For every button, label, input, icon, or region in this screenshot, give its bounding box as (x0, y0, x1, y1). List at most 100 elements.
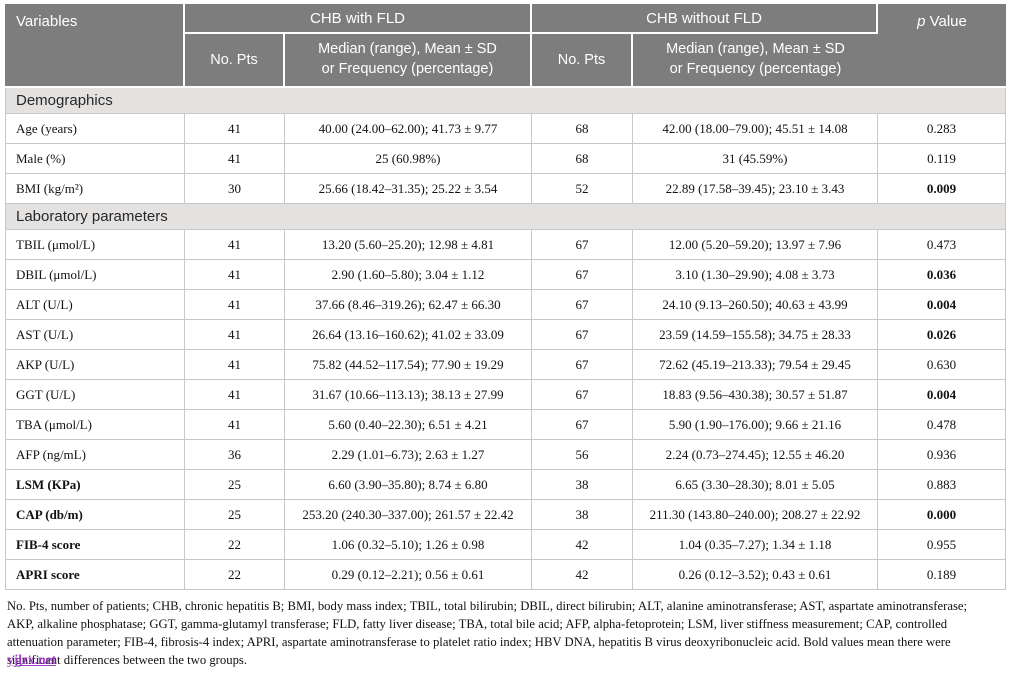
median-fld-cell: 2.29 (1.01–6.73); 2.63 ± 1.27 (285, 440, 532, 470)
variables-column-header: Variables (5, 4, 185, 88)
no-pts-nofld-cell: 67 (532, 260, 633, 290)
no-pts-nofld-cell: 68 (532, 144, 633, 174)
median-nofld-cell: 12.00 (5.20–59.20); 13.97 ± 7.96 (633, 230, 878, 260)
table-row: Age (years) 41 40.00 (24.00–62.00); 41.73 … (5, 114, 1006, 144)
median-nofld-cell: 22.89 (17.58–39.45); 23.10 ± 3.43 (633, 174, 878, 204)
footnote-last-line: significant differences between the two … (7, 651, 1004, 669)
section-row: Demographics (5, 88, 1006, 114)
no-pts-nofld-cell: 52 (532, 174, 633, 204)
median-fld-cell: 75.82 (44.52–117.54); 77.90 ± 19.29 (285, 350, 532, 380)
p-value-cell: 0.189 (878, 560, 1006, 590)
no-pts-nofld-cell: 67 (532, 380, 633, 410)
median-header-line1: Median (range), Mean ± SD (666, 41, 845, 58)
variable-label: CAP (db/m) (5, 500, 185, 530)
p-value-cell: 0.119 (878, 144, 1006, 174)
p-value-cell: 0.478 (878, 410, 1006, 440)
comparison-table: Variables CHB with FLD CHB without FLD p… (5, 4, 1006, 590)
median-nofld-cell: 18.83 (9.56–430.38); 30.57 ± 51.87 (633, 380, 878, 410)
no-pts-fld-cell: 41 (185, 380, 285, 410)
variable-label: Age (years) (5, 114, 185, 144)
median-nofld-cell: 42.00 (18.00–79.00); 45.51 ± 14.08 (633, 114, 878, 144)
median-fld-cell: 25.66 (18.42–31.35); 25.22 ± 3.54 (285, 174, 532, 204)
no-pts-nofld-cell: 68 (532, 114, 633, 144)
section-label: Laboratory parameters (5, 204, 1006, 230)
no-pts-fld-cell: 30 (185, 174, 285, 204)
table-row: AFP (ng/mL) 36 2.29 (1.01–6.73); 2.63 ± 1.… (5, 440, 1006, 470)
p-value-cell: 0.004 (878, 290, 1006, 320)
table-footnote: No. Pts, number of patients; CHB, chroni… (7, 597, 1004, 669)
p-value-cell: 0.004 (878, 380, 1006, 410)
no-pts-fld-cell: 41 (185, 144, 285, 174)
table-row: BMI (kg/m²) 30 25.66 (18.42–31.35); 25.22 … (5, 174, 1006, 204)
median-fld-cell: 2.90 (1.60–5.80); 3.04 ± 1.12 (285, 260, 532, 290)
table-row: LSM (KPa) 25 6.60 (3.90–35.80); 8.74 ± 6.8… (5, 470, 1006, 500)
table-row: CAP (db/m) 25 253.20 (240.30–337.00); 261.… (5, 500, 1006, 530)
variable-label: AFP (ng/mL) (5, 440, 185, 470)
no-pts-nofld-cell: 56 (532, 440, 633, 470)
p-value-italic-p: p (917, 13, 926, 30)
variable-label: AST (U/L) (5, 320, 185, 350)
median-fld-cell: 6.60 (3.90–35.80); 8.74 ± 6.80 (285, 470, 532, 500)
no-pts-nofld-cell: 38 (532, 500, 633, 530)
no-pts-fld-cell: 41 (185, 350, 285, 380)
table-row: ALT (U/L) 41 37.66 (8.46–319.26); 62.47 ± … (5, 290, 1006, 320)
footnote-line: AKP, alkaline phosphatase; GGT, gamma-gl… (7, 617, 948, 632)
median-nofld-cell: 1.04 (0.35–7.27); 1.34 ± 1.18 (633, 530, 878, 560)
no-pts-nofld-cell: 67 (532, 230, 633, 260)
no-pts-nofld-header: No. Pts (532, 34, 633, 88)
variable-label: BMI (kg/m²) (5, 174, 185, 204)
variable-label: GGT (U/L) (5, 380, 185, 410)
median-header-line2: or Frequency (percentage) (321, 61, 494, 77)
median-fld-cell: 13.20 (5.60–25.20); 12.98 ± 4.81 (285, 230, 532, 260)
no-pts-nofld-cell: 67 (532, 290, 633, 320)
median-nofld-cell: 0.26 (0.12–3.52); 0.43 ± 0.61 (633, 560, 878, 590)
no-pts-fld-cell: 41 (185, 410, 285, 440)
median-nofld-cell: 5.90 (1.90–176.00); 9.66 ± 21.16 (633, 410, 878, 440)
watermark-link[interactable]: yjlzx.net (7, 652, 57, 668)
variable-label: FIB-4 score (5, 530, 185, 560)
footnote-last-line-text: significant differences between the two … (7, 653, 248, 668)
variable-label: AKP (U/L) (5, 350, 185, 380)
p-value-cell: 0.883 (878, 470, 1006, 500)
median-nofld-cell: 31 (45.59%) (633, 144, 878, 174)
median-fld-cell: 253.20 (240.30–337.00); 261.57 ± 22.42 (285, 500, 532, 530)
no-pts-fld-cell: 41 (185, 114, 285, 144)
median-fld-cell: 26.64 (13.16–160.62); 41.02 ± 33.09 (285, 320, 532, 350)
median-nofld-cell: 24.10 (9.13–260.50); 40.63 ± 43.99 (633, 290, 878, 320)
p-value-cell: 0.283 (878, 114, 1006, 144)
variable-label: TBIL (μmol/L) (5, 230, 185, 260)
p-value-cell: 0.473 (878, 230, 1006, 260)
table-row: TBA (μmol/L) 41 5.60 (0.40–22.30); 6.51 ± … (5, 410, 1006, 440)
no-pts-fld-header: No. Pts (185, 34, 285, 88)
table-row: FIB-4 score 22 1.06 (0.32–5.10); 1.26 ± 0.… (5, 530, 1006, 560)
variable-label: Male (%) (5, 144, 185, 174)
no-pts-fld-cell: 41 (185, 320, 285, 350)
table-row: DBIL (μmol/L) 41 2.90 (1.60–5.80); 3.04 ± … (5, 260, 1006, 290)
p-value-cell: 0.955 (878, 530, 1006, 560)
median-nofld-header: Median (range), Mean ± SD or Frequency (… (633, 34, 878, 88)
no-pts-nofld-cell: 42 (532, 530, 633, 560)
no-pts-fld-cell: 41 (185, 260, 285, 290)
median-nofld-cell: 6.65 (3.30–28.30); 8.01 ± 5.05 (633, 470, 878, 500)
no-pts-fld-cell: 41 (185, 290, 285, 320)
variable-label: LSM (KPa) (5, 470, 185, 500)
p-value-cell: 0.000 (878, 500, 1006, 530)
table-row: Male (%) 41 25 (60.98%) 68 31 (45.59%) 0.119 (5, 144, 1006, 174)
variable-label: DBIL (μmol/L) (5, 260, 185, 290)
median-nofld-cell: 211.30 (143.80–240.00); 208.27 ± 22.92 (633, 500, 878, 530)
no-pts-fld-cell: 25 (185, 500, 285, 530)
median-header-line1: Median (range), Mean ± SD (318, 41, 497, 58)
no-pts-nofld-cell: 67 (532, 350, 633, 380)
p-value-rest: Value (925, 13, 967, 30)
variable-label: TBA (μmol/L) (5, 410, 185, 440)
no-pts-nofld-cell: 42 (532, 560, 633, 590)
table-row: TBIL (μmol/L) 41 13.20 (5.60–25.20); 12.98… (5, 230, 1006, 260)
p-value-cell: 0.936 (878, 440, 1006, 470)
table-row: AKP (U/L) 41 75.82 (44.52–117.54); 77.90 ±… (5, 350, 1006, 380)
no-pts-fld-cell: 41 (185, 230, 285, 260)
no-pts-fld-cell: 22 (185, 530, 285, 560)
footnote-line: No. Pts, number of patients; CHB, chroni… (7, 599, 968, 613)
section-row: Laboratory parameters (5, 204, 1006, 230)
table-header: Variables CHB with FLD CHB without FLD p… (5, 4, 1006, 88)
